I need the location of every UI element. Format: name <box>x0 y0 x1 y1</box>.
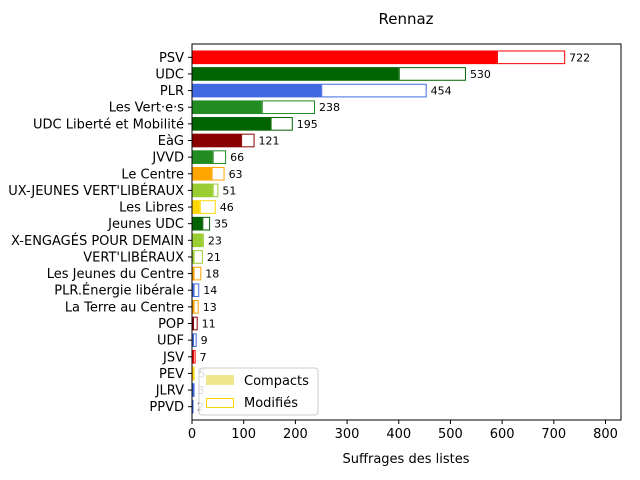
data-label: 11 <box>202 318 216 331</box>
bar-modifies <box>193 367 194 380</box>
bar-compacts <box>192 167 212 181</box>
bar-modifies <box>203 234 204 247</box>
bar-modifies <box>194 334 197 347</box>
bar-modifies <box>194 350 196 363</box>
y-tick-label: JSV <box>162 350 184 365</box>
bar-modifies <box>203 217 210 230</box>
y-tick-label: Les Jeunes du Centre <box>47 267 184 282</box>
bar-compacts <box>192 217 202 231</box>
legend-label-compacts: Compacts <box>244 374 309 389</box>
bar-modifies <box>213 151 225 164</box>
y-tick-label: X-ENGAGÉS POUR DEMAIN <box>11 233 184 249</box>
y-tick-label: PLR.Énergie libérale <box>54 283 184 299</box>
data-label: 51 <box>222 184 236 197</box>
bar-compacts <box>192 184 213 198</box>
data-label: 46 <box>220 201 234 214</box>
x-tick-label: 200 <box>283 427 308 442</box>
y-tick-label: Le Centre <box>121 167 184 182</box>
bar-modifies <box>242 134 254 147</box>
bar-compacts <box>192 67 399 81</box>
legend-label-modifies: Modifiés <box>244 396 298 411</box>
data-label: 13 <box>203 301 217 314</box>
bar-compacts <box>192 150 213 164</box>
y-tick-label: UDF <box>157 334 184 349</box>
data-label: 530 <box>470 68 491 81</box>
data-label: 66 <box>230 151 244 164</box>
y-tick-label: UDC <box>155 67 184 82</box>
legend: Compacts Modifiés <box>199 368 318 415</box>
x-axis-label: Suffrages des listes <box>343 452 470 467</box>
data-label: 121 <box>259 134 280 147</box>
bar-modifies <box>194 267 201 280</box>
y-tick-label: POP <box>158 317 184 332</box>
y-tick-label: VERT'LIBÉRAUX <box>83 249 184 265</box>
y-tick-label: EàG <box>158 134 184 149</box>
y-tick-label: Les Vert·e·s <box>109 101 185 116</box>
x-tick-label: 700 <box>541 427 566 442</box>
data-label: 9 <box>201 334 208 347</box>
data-label: 195 <box>297 118 318 131</box>
bar-modifies <box>322 84 426 97</box>
data-label: 14 <box>203 284 217 297</box>
y-tick-label: PLR <box>160 84 184 99</box>
y-tick-label: PSV <box>159 51 184 66</box>
bar-modifies <box>200 201 215 214</box>
chart-title: Rennaz <box>378 10 433 28</box>
bar-modifies <box>399 68 465 81</box>
bar-compacts <box>192 200 200 214</box>
bar-modifies <box>212 167 224 180</box>
bar-modifies <box>194 251 202 264</box>
bar-modifies <box>194 301 198 314</box>
x-tick-label: 600 <box>490 427 515 442</box>
bar-modifies <box>194 284 199 297</box>
x-tick-label: 800 <box>593 427 618 442</box>
data-label: 18 <box>205 268 219 281</box>
bar-modifies <box>194 317 198 330</box>
bar-compacts <box>192 100 262 114</box>
data-label: 23 <box>208 234 222 247</box>
y-tick-label: La Terre au Centre <box>65 300 184 315</box>
y-tick-label: JVVD <box>151 151 184 166</box>
data-label: 454 <box>431 85 452 98</box>
data-label: 21 <box>207 251 221 264</box>
data-label: 722 <box>569 51 590 64</box>
bar-compacts <box>192 84 321 98</box>
bar-modifies <box>262 101 314 114</box>
data-label: 35 <box>214 218 228 231</box>
x-tick-label: 400 <box>386 427 411 442</box>
bar-modifies <box>497 51 564 64</box>
data-label: 63 <box>229 168 243 181</box>
x-tick-label: 100 <box>231 427 256 442</box>
legend-swatch-modifies <box>207 399 234 408</box>
y-tick-label: PPVD <box>149 400 184 415</box>
bar-compacts <box>192 134 241 148</box>
bar-modifies <box>193 400 194 413</box>
y-tick-label: UDC Liberté et Mobilité <box>33 117 184 132</box>
y-tick-label: JLRV <box>155 384 184 399</box>
bar-modifies <box>213 184 218 197</box>
bar-compacts <box>192 233 202 247</box>
bar-modifies <box>194 384 195 397</box>
y-tick-label: Les Libres <box>119 201 184 216</box>
bar-compacts <box>192 117 271 131</box>
legend-swatch-compacts <box>206 375 234 385</box>
bar-compacts <box>192 50 497 64</box>
x-tick-label: 300 <box>335 427 360 442</box>
y-tick-label: PEV <box>159 367 184 382</box>
y-tick-label: UX-JEUNES VERT'LIBÉRAUX <box>8 183 184 199</box>
y-tick-label: Jeunes UDC <box>107 217 184 232</box>
bar-modifies <box>271 118 292 131</box>
x-tick-label: 500 <box>438 427 463 442</box>
x-tick-label: 0 <box>188 427 196 442</box>
data-label: 238 <box>319 101 340 114</box>
data-label: 7 <box>200 351 207 364</box>
